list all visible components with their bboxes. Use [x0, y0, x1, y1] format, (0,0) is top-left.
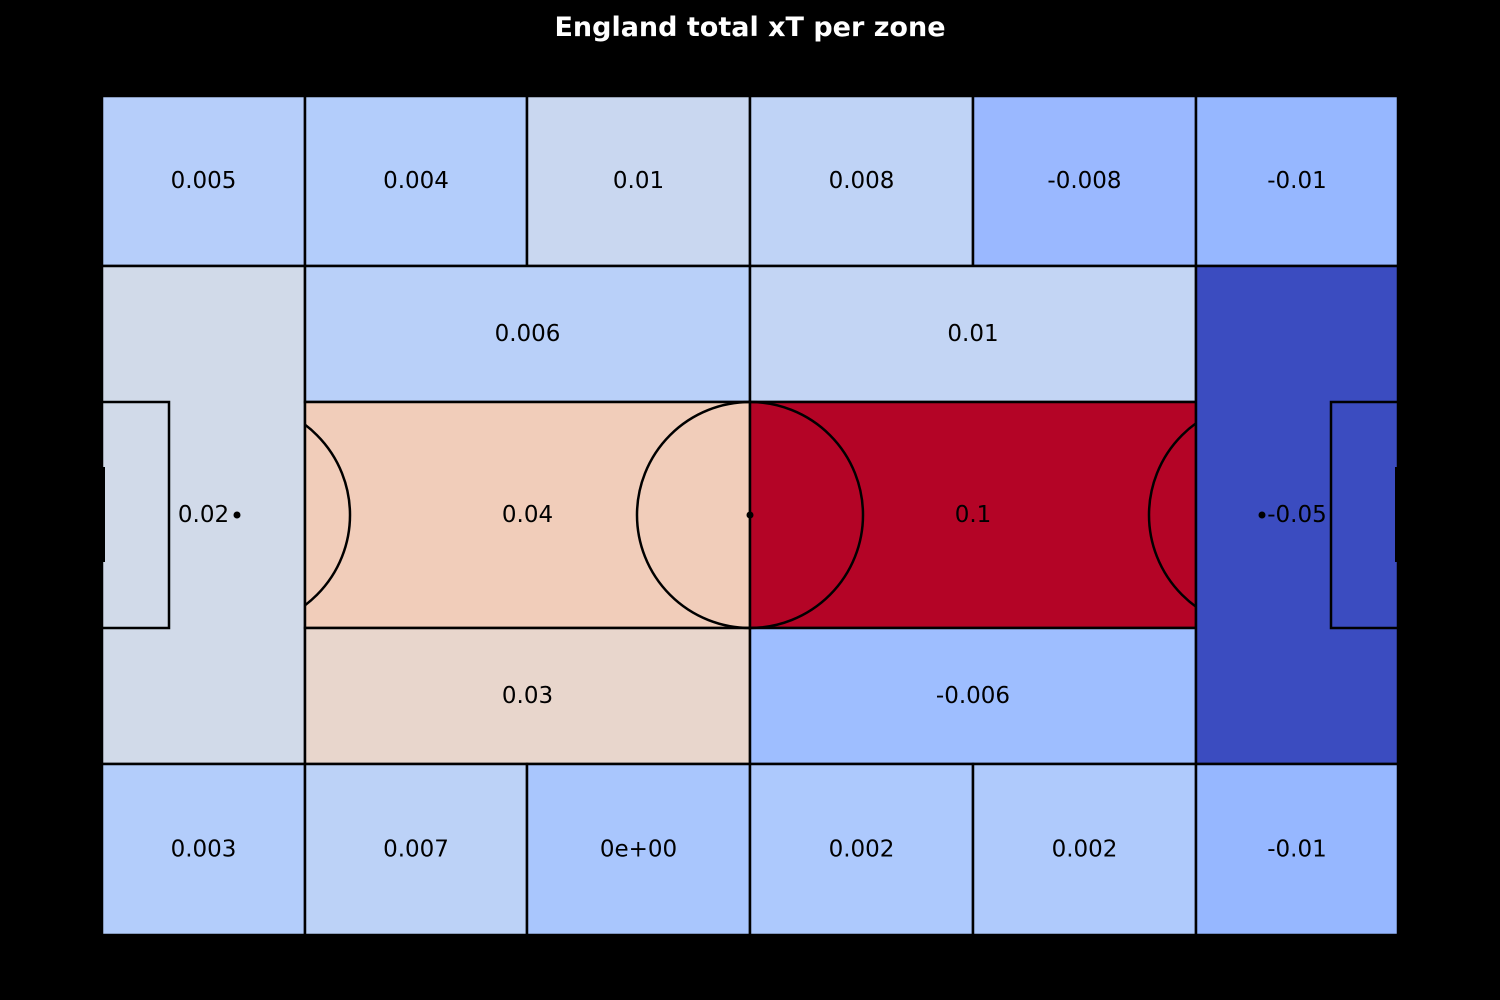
zone-label-top-centre-right-wing: 0.008 — [829, 168, 895, 194]
pitch-markings — [101, 400, 1399, 630]
zone-label-top-left-wing: 0.005 — [171, 168, 237, 194]
zone-label-top-right-mid-wing: -0.008 — [1047, 168, 1121, 194]
zone-right-attacking-zone — [1194, 264, 1400, 766]
zone-left-central — [303, 400, 752, 630]
zones-layer — [100, 94, 1400, 937]
zone-left-half-space-lower — [303, 626, 752, 766]
zone-label-right-half-space-lower: -0.006 — [936, 683, 1010, 709]
zone-label-left-half-space-lower: 0.03 — [502, 683, 553, 709]
zone-top-left-wing — [100, 94, 307, 268]
zone-left-half-space-upper — [303, 264, 752, 404]
zone-top-left-mid-wing — [303, 94, 529, 268]
zone-bottom-right-mid-wing — [971, 762, 1198, 937]
zone-bottom-centre-left-wing — [525, 762, 752, 937]
zone-labels: 0.005 0.004 0.01 0.008 -0.008 -0.01 0.02 0.006 0… — [171, 168, 1327, 863]
zone-label-top-left-mid-wing: 0.004 — [383, 168, 449, 194]
zone-bottom-centre-right-wing — [748, 762, 975, 937]
zone-label-left-central: 0.04 — [502, 502, 553, 528]
zone-right-half-space-lower — [748, 626, 1198, 766]
zone-right-central — [748, 400, 1198, 630]
right-penalty-arc — [1147, 421, 1196, 609]
zone-bottom-left-mid-wing — [303, 762, 529, 937]
zone-label-right-central: 0.1 — [955, 502, 992, 528]
zone-label-right-half-space-upper: 0.01 — [947, 321, 998, 347]
zone-label-left-half-space-upper: 0.006 — [495, 321, 561, 347]
zone-top-centre-left-wing — [525, 94, 752, 268]
zone-label-bottom-left-wing: 0.003 — [171, 837, 237, 863]
zone-label-bottom-right-mid-wing: 0.002 — [1052, 837, 1118, 863]
left-penalty-arc — [305, 423, 352, 607]
zone-label-bottom-centre-right-wing: 0.002 — [829, 837, 895, 863]
zone-label-bottom-right-wing: -0.01 — [1267, 837, 1327, 863]
zone-left-defensive-zone — [100, 264, 307, 766]
zone-label-bottom-left-mid-wing: 0.007 — [383, 837, 449, 863]
zone-label-right-attacking-zone: -0.05 — [1267, 502, 1327, 528]
left-penalty-spot — [233, 511, 241, 519]
zone-label-bottom-centre-left-wing: 0e+00 — [600, 837, 677, 863]
left-goal-area — [102, 400, 171, 630]
zone-bottom-left-wing — [100, 762, 307, 937]
zone-label-left-defensive-zone: 0.02 — [178, 502, 229, 528]
right-goal-area — [1329, 400, 1398, 630]
zone-label-top-right-wing: -0.01 — [1267, 168, 1327, 194]
zone-bottom-right-wing — [1194, 762, 1400, 937]
centre-circle — [635, 400, 865, 630]
chart-title: England total xT per zone — [554, 12, 946, 43]
centre-spot — [746, 511, 754, 519]
zone-label-top-centre-left-wing: 0.01 — [613, 168, 664, 194]
right-penalty-spot — [1258, 511, 1266, 519]
